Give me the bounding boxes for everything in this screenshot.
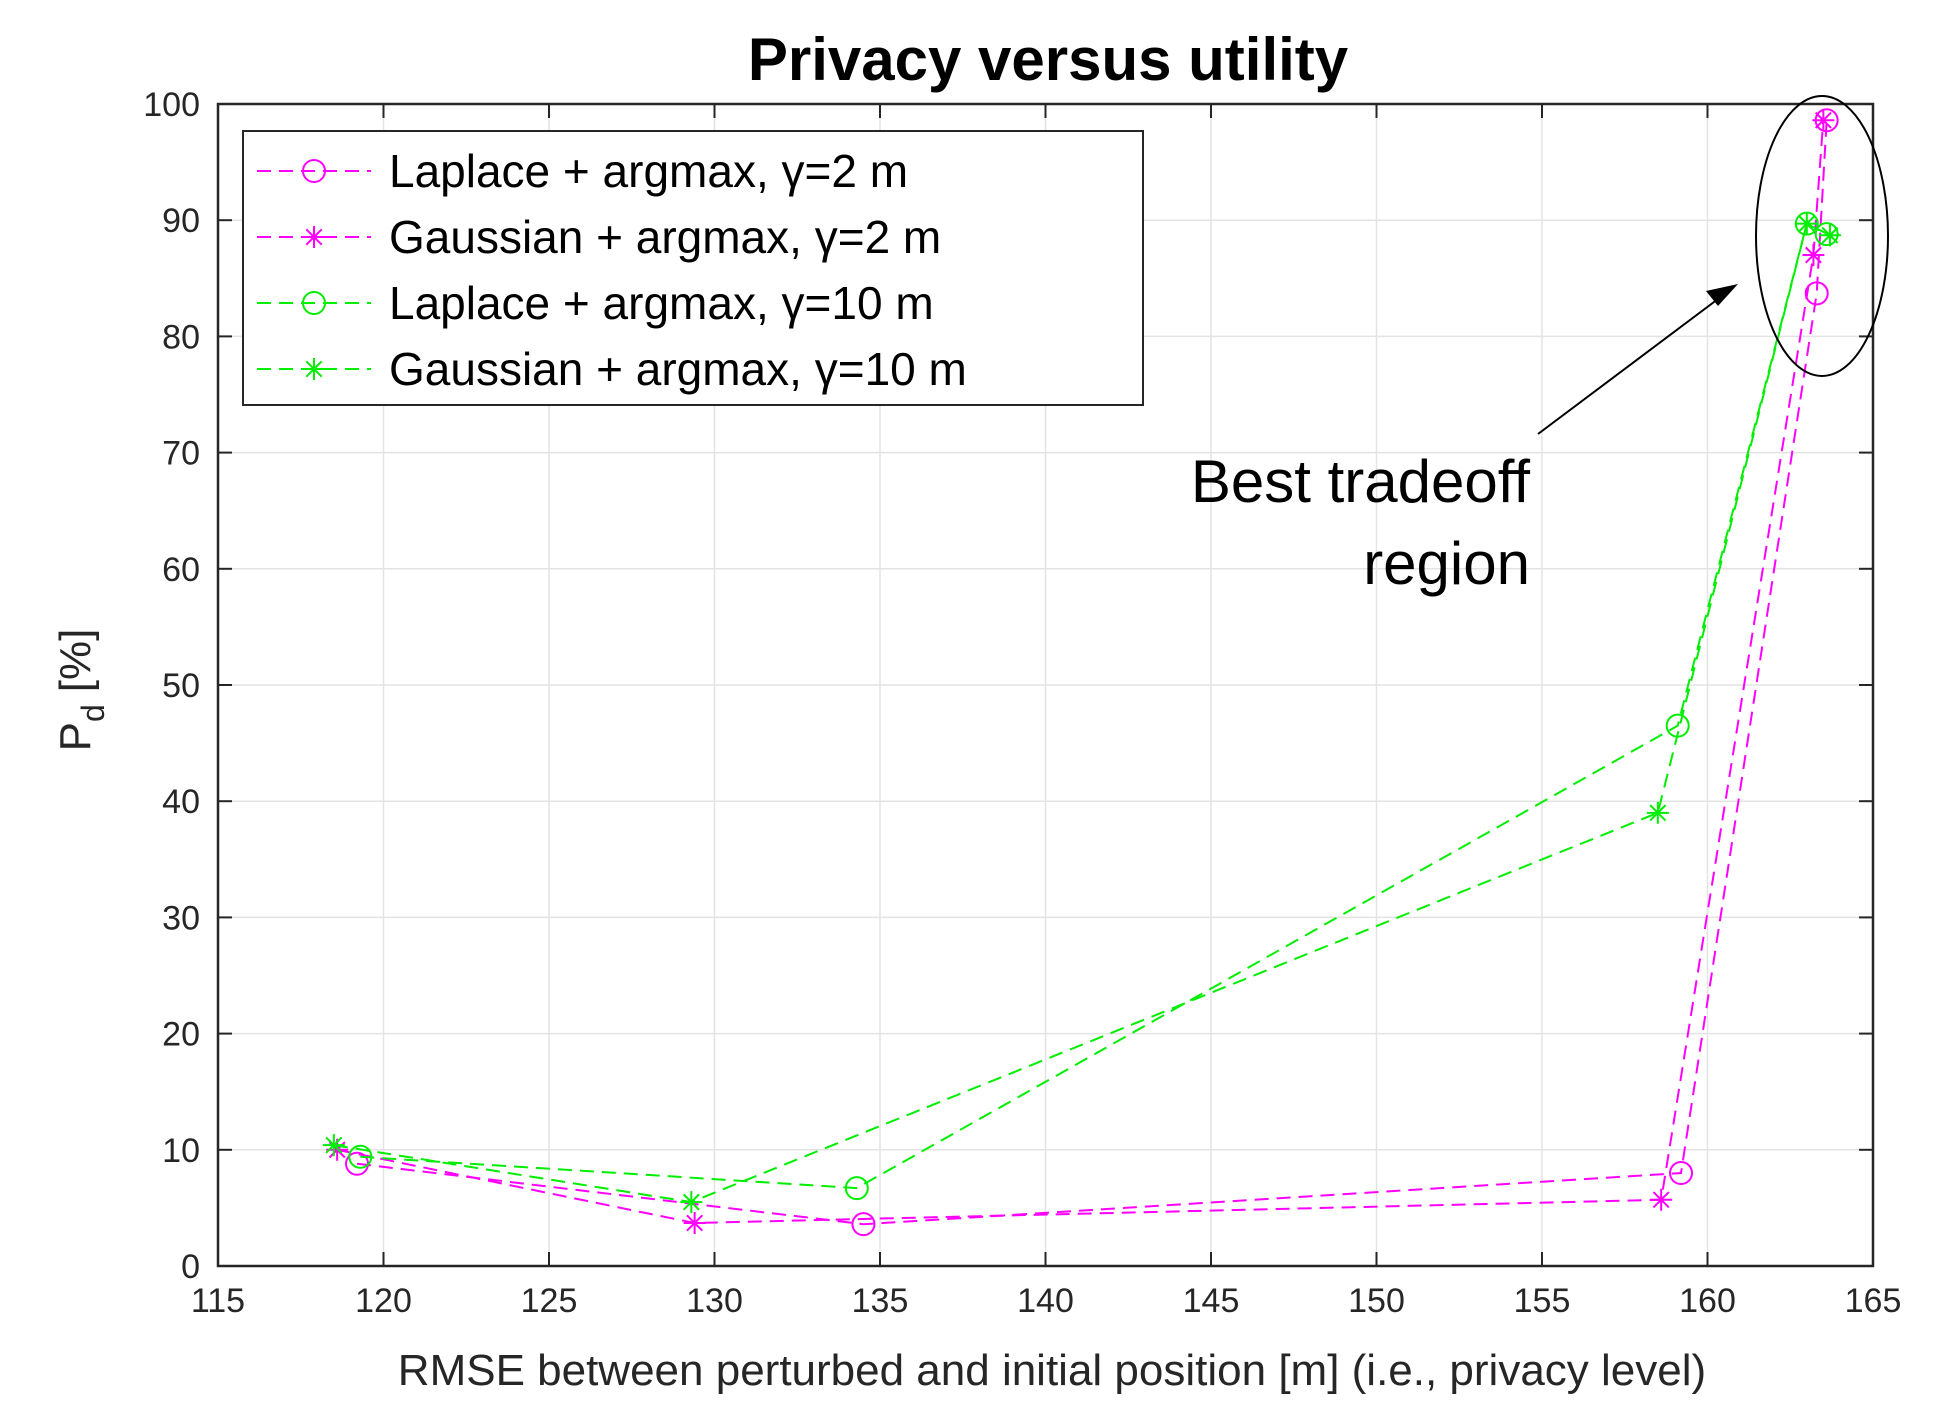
series-3-point xyxy=(348,1144,373,1169)
x-tick-label: 155 xyxy=(1514,1282,1571,1320)
asterisk-stroke xyxy=(325,1136,343,1154)
legend-box xyxy=(242,130,1144,406)
series-4-point xyxy=(322,1134,345,1157)
legend-label: Gaussian + argmax, γ=2 m xyxy=(389,211,941,263)
series-1-point xyxy=(851,1212,876,1237)
legend-marker xyxy=(303,358,325,380)
annotation-line-2: region xyxy=(1363,530,1530,597)
y-tick-label: 100 xyxy=(143,86,200,124)
series-2-point xyxy=(1650,1188,1673,1211)
y-tick-label: 80 xyxy=(162,318,200,356)
series-1-point xyxy=(1804,281,1829,306)
y-tick-label: 70 xyxy=(162,435,200,473)
y-tick-label: 50 xyxy=(162,667,200,705)
series-4-point xyxy=(1818,224,1841,247)
series-layer xyxy=(322,108,1841,1237)
legend-entry-1: Laplace + argmax, γ=2 m xyxy=(257,145,908,197)
legend-entry-4: Gaussian + argmax, γ=10 m xyxy=(257,343,967,395)
x-tick-label: 120 xyxy=(355,1282,412,1320)
legend-label: Laplace + argmax, γ=10 m xyxy=(389,277,934,329)
x-tick-label: 140 xyxy=(1017,1282,1074,1320)
asterisk-stroke xyxy=(305,228,323,246)
asterisk-stroke xyxy=(1821,226,1839,244)
asterisk-stroke xyxy=(1805,246,1822,264)
y-tick-label: 30 xyxy=(162,899,200,937)
x-tick-label: 150 xyxy=(1348,1282,1405,1320)
y-tick-label: 40 xyxy=(162,783,200,821)
series-4-point xyxy=(1795,212,1818,235)
annotation: Best tradeoff region xyxy=(1191,95,1889,597)
series-4-point xyxy=(680,1191,703,1214)
legend-marker xyxy=(303,226,325,248)
svg-text:Pd[%]: Pd [%] xyxy=(51,629,111,752)
asterisk-stroke xyxy=(1814,111,1832,129)
series-3-line xyxy=(360,222,1828,1190)
series-3-point xyxy=(844,1176,869,1201)
series-2-point xyxy=(683,1212,706,1235)
y-axis-ticks: 0 10 20 30 40 50 60 70 80 90 100 xyxy=(143,86,1873,1286)
annotation-line-1: Best tradeoff xyxy=(1191,448,1530,515)
y-axis-label-unit: [%] xyxy=(51,629,100,693)
best-tradeoff-ellipse xyxy=(1755,95,1889,377)
series-1-point xyxy=(1669,1161,1694,1186)
x-tick-label: 130 xyxy=(686,1282,743,1320)
legend-entry-3: Laplace + argmax, γ=10 m xyxy=(257,277,934,329)
y-axis-label: Pd [%] xyxy=(51,629,111,752)
y-tick-label: 60 xyxy=(162,551,200,589)
asterisk-stroke xyxy=(686,1214,704,1232)
annotation-arrow-shaft xyxy=(1537,295,1723,435)
asterisk-stroke xyxy=(1798,215,1816,233)
x-axis-label: RMSE between perturbed and initial posit… xyxy=(398,1346,1706,1395)
y-axis-label-main: P xyxy=(51,722,100,751)
chart-title: Privacy versus utility xyxy=(748,26,1349,93)
series-2-point xyxy=(1802,244,1825,267)
legend-marker xyxy=(302,291,326,315)
series-2-point xyxy=(1812,109,1835,132)
series-4-point xyxy=(1646,801,1669,824)
series-3-point xyxy=(1814,222,1839,247)
asterisk-stroke xyxy=(1652,1191,1670,1209)
y-tick-label: 90 xyxy=(162,202,200,240)
annotation-arrowhead xyxy=(1706,284,1738,306)
asterisk-stroke xyxy=(1649,804,1667,822)
asterisk-stroke xyxy=(305,360,323,378)
asterisk-stroke xyxy=(682,1193,700,1211)
x-tick-label: 160 xyxy=(1679,1282,1736,1320)
legend-label: Laplace + argmax, γ=2 m xyxy=(389,145,908,197)
x-tick-label: 125 xyxy=(521,1282,578,1320)
y-axis-label-sub: d xyxy=(75,704,111,722)
series-4 xyxy=(322,212,1841,1214)
legend: Laplace + argmax, γ=2 m Gaussian + argmax… xyxy=(242,130,1144,406)
y-tick-label: 10 xyxy=(162,1132,200,1170)
legend-entry-2: Gaussian + argmax, γ=2 m xyxy=(257,211,941,263)
x-axis-ticks: 115 120 125 130 135 140 145 150 155 160 165 xyxy=(191,104,1901,1320)
legend-marker xyxy=(302,159,326,183)
y-tick-label: 0 xyxy=(181,1248,200,1286)
x-tick-label: 145 xyxy=(1183,1282,1240,1320)
x-tick-label: 165 xyxy=(1845,1282,1902,1320)
x-tick-label: 115 xyxy=(191,1282,245,1320)
x-tick-label: 135 xyxy=(852,1282,909,1320)
legend-label: Gaussian + argmax, γ=10 m xyxy=(389,343,967,395)
y-tick-label: 20 xyxy=(162,1016,200,1054)
